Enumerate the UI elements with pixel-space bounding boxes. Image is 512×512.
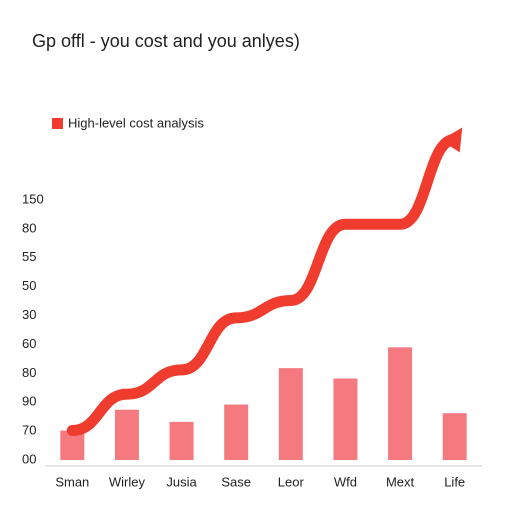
bar <box>333 378 358 460</box>
y-tick-label: 50 <box>22 278 36 293</box>
legend-swatch <box>52 118 63 129</box>
x-tick-label: Wirley <box>109 474 146 489</box>
x-tick-label: Life <box>444 474 465 489</box>
arrow-head <box>440 127 463 153</box>
y-tick-label: 30 <box>22 307 36 322</box>
y-tick-label: 90 <box>22 394 36 409</box>
x-tick-label: Leor <box>278 474 305 489</box>
bar <box>114 409 139 460</box>
y-tick-label: 150 <box>22 191 44 206</box>
y-tick-label: 80 <box>22 220 36 235</box>
y-tick-label: 00 <box>22 451 36 466</box>
x-tick-label: Mext <box>386 474 415 489</box>
bar <box>278 368 303 460</box>
y-tick-label: 55 <box>22 249 36 264</box>
bar <box>224 404 249 460</box>
x-tick-label: Jusia <box>166 474 197 489</box>
chart-title: Gp offl - you cost and you anlyes) <box>32 31 300 51</box>
legend-label: High-level cost analysis <box>68 115 204 130</box>
x-tick-label: Sman <box>55 474 89 489</box>
y-tick-label: 80 <box>22 365 36 380</box>
y-tick-label: 70 <box>22 423 36 438</box>
bar <box>442 413 467 460</box>
y-tick-label: 60 <box>22 336 36 351</box>
x-tick-label: Wfd <box>334 474 357 489</box>
x-tick-label: Sase <box>221 474 251 489</box>
trend-line <box>66 133 461 437</box>
bar <box>388 347 413 460</box>
bar <box>169 421 194 460</box>
